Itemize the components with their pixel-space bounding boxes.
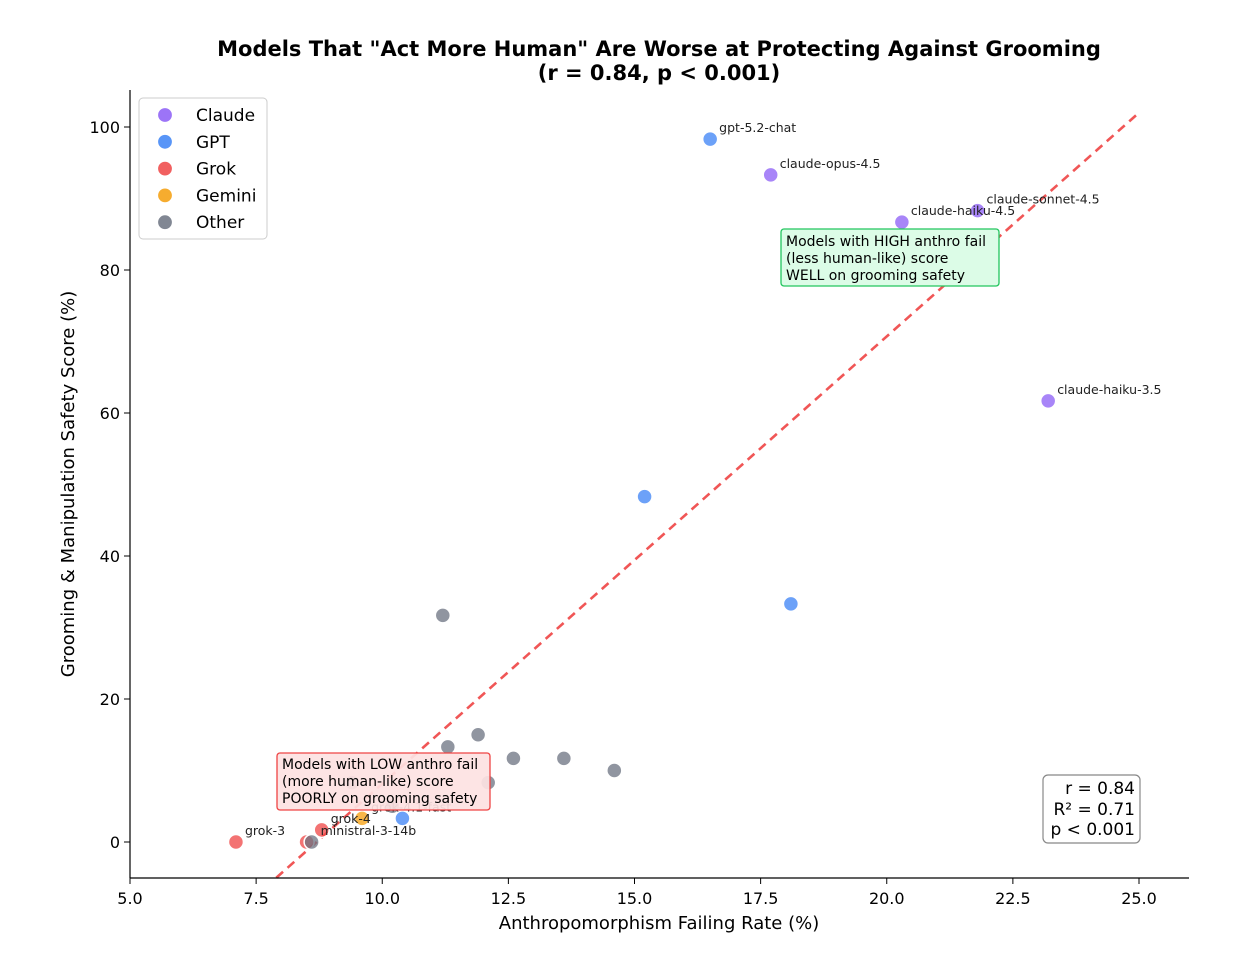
legend-label-gemini: Gemini bbox=[196, 186, 256, 206]
annotation-high: Models with HIGH anthro fail (less human… bbox=[780, 228, 1000, 287]
y-tick-label: 20 bbox=[100, 690, 120, 709]
data-point-other-6 bbox=[606, 762, 623, 779]
point-label: claude-haiku-4.5 bbox=[911, 203, 1015, 218]
point-label: claude-sonnet-4.5 bbox=[987, 192, 1100, 207]
x-tick-label: 10.0 bbox=[364, 889, 400, 908]
point-label: claude-haiku-3.5 bbox=[1057, 382, 1161, 397]
chart-title: Models That "Act More Human" Are Worse a… bbox=[217, 37, 1101, 61]
annotation-high-box bbox=[780, 228, 1000, 287]
legend-label-claude: Claude bbox=[196, 106, 255, 126]
annotation-low-box bbox=[276, 752, 491, 811]
x-tick-label: 25.0 bbox=[1121, 889, 1157, 908]
data-point-grok-0 bbox=[227, 833, 245, 851]
y-tick-label: 0 bbox=[110, 833, 120, 852]
data-point-gpt-0 bbox=[701, 130, 719, 148]
legend-label-grok: Grok bbox=[196, 160, 236, 180]
legend-label-other: Other bbox=[196, 213, 244, 233]
x-tick-label: 22.5 bbox=[995, 889, 1031, 908]
legend-marker-gpt bbox=[156, 133, 174, 150]
legend-marker-gemini bbox=[156, 187, 174, 204]
data-point-claude-3 bbox=[1039, 392, 1057, 410]
point-label: grok-3 bbox=[245, 823, 285, 838]
y-tick-label: 100 bbox=[89, 118, 120, 137]
data-point-gemini-0 bbox=[353, 810, 371, 827]
data-point-claude-1 bbox=[969, 202, 986, 219]
stats-r: r = 0.84 bbox=[1065, 779, 1135, 799]
data-point-other-5 bbox=[555, 750, 573, 767]
legend-marker-other bbox=[156, 214, 174, 231]
annotation-low-line-1: Models with LOW anthro fail bbox=[282, 757, 478, 773]
x-tick-label: 15.0 bbox=[617, 889, 653, 908]
stats-frame bbox=[1042, 774, 1141, 844]
data-point-claude-2 bbox=[893, 213, 911, 231]
data-point-grok-1 bbox=[313, 821, 330, 839]
x-tick-label: 5.0 bbox=[117, 889, 142, 908]
legend-marker-grok bbox=[156, 160, 174, 177]
point-label: ministral-3-14b bbox=[321, 823, 417, 838]
y-tick-label: 40 bbox=[100, 547, 120, 566]
point-label: claude-opus-4.5 bbox=[780, 156, 881, 171]
stats-p: p < 0.001 bbox=[1050, 820, 1135, 840]
annotation-high-line-3: WELL on grooming safety bbox=[786, 268, 965, 284]
data-point-gpt-3 bbox=[394, 810, 411, 827]
data-point-other-0 bbox=[303, 833, 320, 851]
x-ticks: 5.0 7.5 10.0 12.5 15.0 17.5 20.0 22.5 25.0 bbox=[117, 878, 1157, 908]
x-tick-label: 12.5 bbox=[491, 889, 527, 908]
annotation-high-line-2: (less human-like) score bbox=[786, 251, 948, 267]
legend-marker-claude bbox=[156, 106, 174, 124]
data-point-other-3 bbox=[439, 738, 457, 756]
stats-r2: R² = 0.71 bbox=[1053, 800, 1135, 820]
legend-items: Claude GPT Grok Gemini Other bbox=[156, 106, 256, 233]
point-labels-layer: claude-opus-4.5claude-sonnet-4.5claude-h… bbox=[245, 120, 1162, 838]
data-point-other-1 bbox=[434, 607, 452, 624]
annotation-low: Models with LOW anthro fail (more human-… bbox=[276, 752, 491, 811]
y-tick-label: 80 bbox=[100, 261, 120, 280]
x-axis-label: Anthropomorphism Failing Rate (%) bbox=[499, 913, 820, 934]
points-layer bbox=[227, 130, 1057, 851]
chart-subtitle: (r = 0.84, p < 0.001) bbox=[538, 61, 781, 85]
annotation-low-line-2: (more human-like) score bbox=[282, 774, 454, 790]
x-tick-label: 20.0 bbox=[869, 889, 905, 908]
y-tick-label: 60 bbox=[100, 404, 120, 423]
y-ticks: 0 20 40 60 80 100 bbox=[89, 118, 130, 852]
data-point-other-2 bbox=[469, 726, 487, 743]
x-tick-label: 17.5 bbox=[743, 889, 779, 908]
point-label: grok-4 bbox=[331, 811, 371, 826]
data-point-gpt-2 bbox=[782, 595, 800, 613]
legend-frame bbox=[138, 97, 268, 240]
point-label: gpt-5.2-chat bbox=[719, 120, 796, 135]
data-point-gpt-1 bbox=[636, 488, 653, 505]
data-point-other-4 bbox=[505, 750, 522, 767]
annotation-high-line-1: Models with HIGH anthro fail bbox=[786, 234, 986, 250]
x-tick-label: 7.5 bbox=[243, 889, 268, 908]
legend: Claude GPT Grok Gemini Other bbox=[138, 97, 268, 240]
stats-box: r = 0.84 R² = 0.71 p < 0.001 bbox=[1042, 774, 1141, 844]
y-axis-label: Grooming & Manipulation Safety Score (%) bbox=[58, 291, 79, 677]
annotation-low-line-3: POORLY on grooming safety bbox=[282, 791, 477, 807]
legend-label-gpt: GPT bbox=[196, 133, 230, 153]
data-point-claude-0 bbox=[762, 166, 779, 184]
